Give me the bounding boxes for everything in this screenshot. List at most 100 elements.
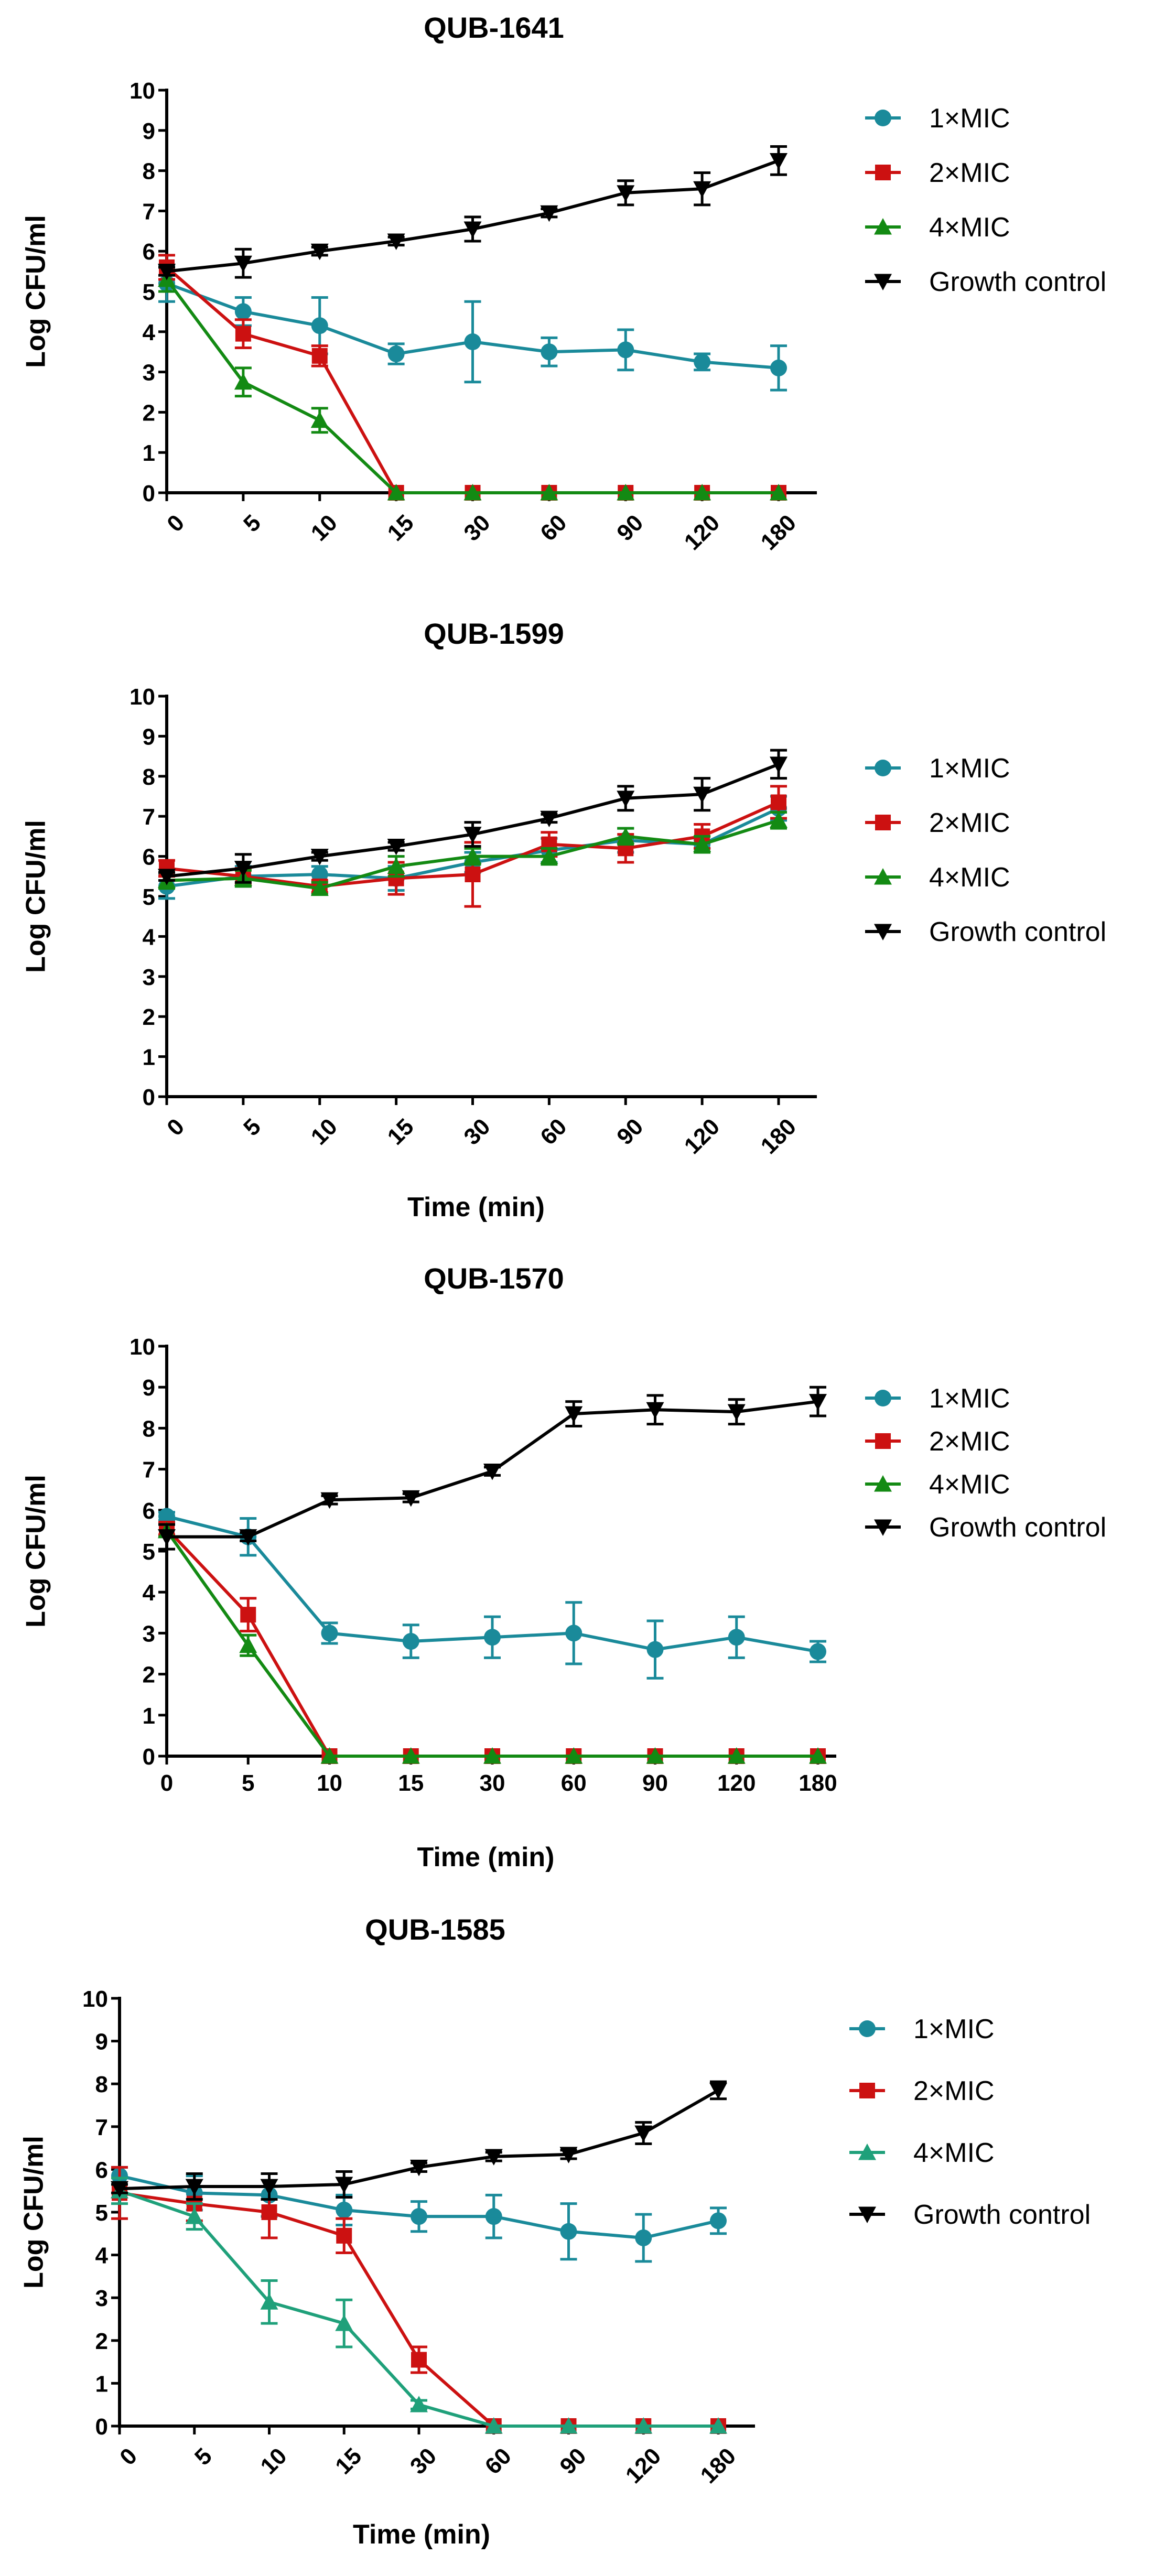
- data-point: [728, 1629, 745, 1646]
- data-point: [411, 2352, 427, 2368]
- y-tick-label: 4: [143, 320, 156, 345]
- y-tick-label: 9: [143, 1375, 155, 1401]
- chart-title: QUB-1641: [424, 11, 564, 44]
- data-point: [310, 411, 329, 428]
- data-point: [402, 1633, 419, 1650]
- data-point: [617, 341, 634, 359]
- series-1xmic: [111, 2166, 727, 2263]
- x-tick-label: 60: [535, 510, 571, 546]
- x-tick-label: 180: [756, 510, 802, 555]
- y-tick-label: 6: [143, 239, 155, 265]
- y-tick-label: 5: [143, 884, 155, 910]
- data-point: [463, 827, 482, 843]
- legend-label: 4×MIC: [913, 2138, 995, 2168]
- data-point: [234, 303, 252, 320]
- data-point: [646, 1747, 664, 1764]
- data-point: [617, 791, 635, 807]
- data-point: [310, 849, 329, 865]
- x-tick-label: 5: [239, 510, 266, 537]
- data-point: [311, 317, 328, 334]
- data-point: [810, 1643, 826, 1660]
- chart-panel-qub-1641: QUB-1641 Log CFU/ml 0 1 2 3 4 5 6 7 8 9 10 0 5 10 15 30 60…: [21, 11, 1106, 555]
- data-point: [560, 2223, 577, 2240]
- x-tick-label: 180: [756, 1113, 802, 1159]
- y-tick-label: 2: [95, 2329, 108, 2354]
- data-point: [565, 1406, 583, 1423]
- x-tick-label: 120: [621, 2443, 666, 2488]
- x-tick-label: 180: [696, 2443, 741, 2488]
- data-point: [693, 181, 711, 198]
- data-point: [635, 2229, 652, 2246]
- y-tick-label: 10: [130, 78, 155, 104]
- legend-item-1xmic: 1×MIC: [865, 753, 1010, 784]
- y-tick-label: 5: [143, 279, 155, 305]
- legend-label: Growth control: [913, 2200, 1091, 2230]
- data-point: [463, 847, 482, 864]
- data-point: [387, 857, 405, 874]
- y-tick-label: 6: [143, 845, 155, 870]
- y-tick-label: 3: [143, 1621, 155, 1647]
- legend-marker: [859, 2083, 875, 2098]
- data-point: [565, 1625, 582, 1642]
- x-tick-label: 0: [160, 1770, 173, 1796]
- data-point: [483, 1464, 501, 1480]
- y-tick-label: 6: [95, 2157, 108, 2183]
- legend-item-4xmic: 4×MIC: [865, 1469, 1010, 1500]
- legend-label: 2×MIC: [929, 158, 1010, 188]
- legend-item-2xmic: 2×MIC: [865, 158, 1010, 188]
- data-point: [311, 348, 328, 364]
- data-point: [387, 233, 405, 250]
- x-tick-label: 10: [306, 1113, 342, 1150]
- data-point: [484, 2417, 503, 2434]
- x-tick-label: 10: [317, 1770, 342, 1796]
- data-point: [727, 1404, 746, 1421]
- x-tick-label: 180: [799, 1770, 837, 1796]
- chart-panel-qub-1599: QUB-1599 Log CFU/ml Time (min) 0 1 2 3 4 5 6 7 8 9 10…: [21, 617, 1106, 1222]
- legend-item-2xmic: 2×MIC: [849, 2076, 995, 2106]
- legend-marker: [875, 815, 891, 830]
- legend-label: 1×MIC: [929, 103, 1010, 134]
- data-point: [410, 2396, 428, 2412]
- data-point: [464, 333, 481, 350]
- y-tick-label: 3: [143, 360, 155, 386]
- data-point: [320, 1747, 339, 1764]
- data-point: [336, 2201, 353, 2218]
- y-tick-label: 4: [95, 2243, 109, 2269]
- series-growth-control: [158, 749, 788, 885]
- data-point: [335, 2177, 353, 2193]
- x-tick-label: 5: [242, 1770, 254, 1796]
- legend-marker: [874, 218, 892, 235]
- data-point: [770, 153, 788, 170]
- y-tick-label: 0: [143, 1085, 155, 1110]
- y-tick-label: 1: [95, 2371, 108, 2397]
- legend-label: 4×MIC: [929, 212, 1010, 243]
- legend-marker: [875, 760, 891, 776]
- legend-marker: [874, 924, 892, 940]
- data-point: [111, 2181, 128, 2198]
- legend-label: 1×MIC: [929, 1383, 1010, 1414]
- legend: 1×MIC 2×MIC 4×MIC Growth control: [865, 103, 1106, 297]
- legend: 1×MIC 2×MIC 4×MIC Growth control: [865, 1383, 1106, 1543]
- data-point: [634, 2417, 653, 2434]
- x-tick-label: 15: [382, 510, 418, 546]
- legend-marker: [875, 1433, 891, 1449]
- y-tick-label: 8: [143, 1416, 155, 1442]
- x-tick-label: 15: [382, 1113, 418, 1150]
- x-tick-label: 60: [561, 1770, 587, 1796]
- y-tick-label: 10: [130, 684, 155, 710]
- chart-title: QUB-1585: [365, 1913, 505, 1946]
- data-point: [261, 2204, 277, 2220]
- data-point: [402, 1490, 420, 1507]
- data-point: [239, 1529, 257, 1546]
- x-tick-label: 120: [679, 510, 725, 555]
- legend-item-4xmic: 4×MIC: [849, 2138, 995, 2168]
- y-axis-label: Log CFU/ml: [21, 820, 51, 973]
- legend-marker: [875, 1390, 891, 1406]
- data-point: [771, 794, 786, 810]
- legend-label: Growth control: [929, 917, 1106, 947]
- data-point: [387, 839, 405, 856]
- y-tick-label: 0: [143, 1744, 155, 1770]
- x-tick-label: 15: [330, 2443, 366, 2479]
- legend-item-4xmic: 4×MIC: [865, 862, 1010, 893]
- legend-marker: [858, 2144, 876, 2160]
